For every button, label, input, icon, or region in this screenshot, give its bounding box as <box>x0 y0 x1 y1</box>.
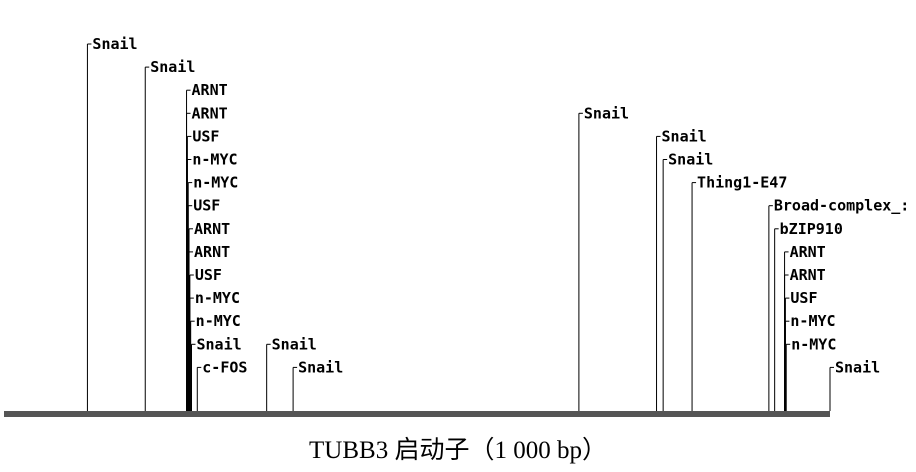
site-label: n-MYC <box>192 151 237 169</box>
site-label: bZIP910 <box>780 220 843 238</box>
site-label: Snail <box>197 335 242 353</box>
site-label: Snail <box>584 104 629 122</box>
site-label: c-FOS <box>202 358 247 376</box>
site-label: Snail <box>92 35 137 53</box>
site-label: ARNT <box>194 220 230 238</box>
site-label: ARNT <box>194 243 230 261</box>
site-label: Snail <box>150 58 195 76</box>
site-label: n-MYC <box>195 289 240 307</box>
site-label: ARNT <box>192 81 228 99</box>
site-label: Snail <box>298 358 343 376</box>
binding-sites: Snail Snail ARNT ARNT USF n-MYC n-MYC USF ARNT AR… <box>86 35 909 411</box>
site-label: Snail <box>835 358 880 376</box>
site-label: ARNT <box>192 104 228 122</box>
site-label: Thing1-E47 <box>697 174 787 192</box>
site-label: n-MYC <box>193 174 238 192</box>
site-label: USF <box>193 197 220 215</box>
promoter-diagram: Snail Snail ARNT ARNT USF n-MYC n-MYC USF ARNT AR… <box>4 35 909 417</box>
site-label: USF <box>192 127 219 145</box>
promoter-caption: TUBB3 启动子（1 000 bp） <box>309 437 607 464</box>
site-label: Snail <box>272 335 317 353</box>
site-label: n-MYC <box>791 335 836 353</box>
site-label: ARNT <box>790 266 826 284</box>
site-label: Snail <box>662 127 707 145</box>
site-label: USF <box>195 266 222 284</box>
site-label: n-MYC <box>196 312 241 330</box>
site-label: n-MYC <box>790 312 835 330</box>
site-label: USF <box>790 289 817 307</box>
promoter-baseline <box>4 411 830 417</box>
site-label: Snail <box>668 151 713 169</box>
site-label: ARNT <box>790 243 826 261</box>
site-label: Broad-complex_: <box>774 197 909 215</box>
